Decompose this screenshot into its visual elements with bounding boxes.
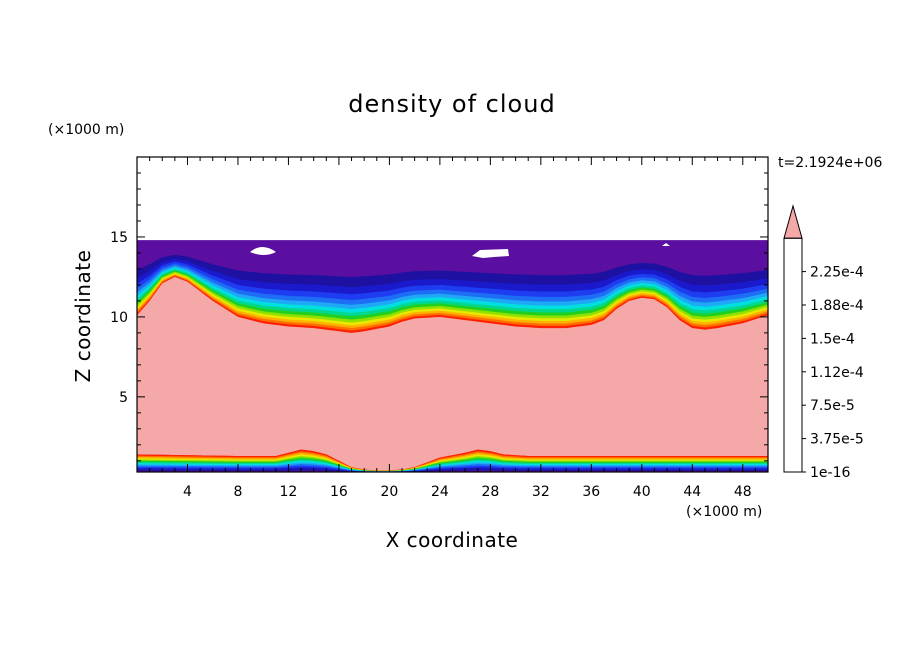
colorbar-frame xyxy=(783,237,803,473)
x-tick-labels: 4 8 12 16 20 24 28 32 36 40 44 48 xyxy=(183,484,752,500)
x-tick-label: 48 xyxy=(734,484,752,500)
x-tick-label: 24 xyxy=(431,484,449,500)
colorbar-label: 1.5e-4 xyxy=(810,331,855,347)
colorbar xyxy=(783,204,806,473)
cloud-core-region xyxy=(137,276,768,471)
x-tick-label: 12 xyxy=(280,484,298,500)
colorbar-label: 1.88e-4 xyxy=(810,298,864,314)
colorbar-labels: 2.25e-4 1.88e-4 1.5e-4 1.12e-4 7.5e-5 3.75e-5… xyxy=(810,265,864,481)
y-axis-title: Z coordinate xyxy=(71,250,95,383)
x-tick-label: 28 xyxy=(481,484,499,500)
clear-patch xyxy=(472,249,509,258)
y-tick-label: 15 xyxy=(110,230,128,246)
time-label: t=2.1924e+06 xyxy=(778,155,882,171)
clear-patch xyxy=(250,247,276,255)
colorbar-label: 3.75e-5 xyxy=(810,432,864,448)
x-tick-label: 36 xyxy=(582,484,600,500)
colorbar-label: 2.25e-4 xyxy=(810,265,864,281)
x-tick-label: 40 xyxy=(633,484,651,500)
x-axis-title: X coordinate xyxy=(386,528,519,552)
clear-air-patches xyxy=(250,243,670,258)
x-tick-label: 8 xyxy=(233,484,242,500)
colorbar-overflow-arrow xyxy=(783,204,803,239)
y-tick-label: 5 xyxy=(119,390,128,406)
clear-patch xyxy=(662,243,670,246)
x-tick-label: 16 xyxy=(330,484,348,500)
colorbar-label: 7.5e-5 xyxy=(810,398,855,414)
plot-area xyxy=(137,157,768,472)
axis-ticks xyxy=(137,157,768,472)
x-tick-label: 44 xyxy=(683,484,701,500)
x-tick-label: 4 xyxy=(183,484,192,500)
y-tick-label: 10 xyxy=(110,310,128,326)
chart-title: density of cloud xyxy=(348,90,555,118)
x-unit-label: (×1000 m) xyxy=(686,504,762,520)
x-tick-label: 32 xyxy=(532,484,550,500)
y-tick-labels: 5 10 15 xyxy=(110,230,128,406)
lower-cloud-band xyxy=(137,449,768,472)
x-tick-label: 20 xyxy=(380,484,398,500)
colorbar-label: 1.12e-4 xyxy=(810,365,864,381)
y-unit-label: (×1000 m) xyxy=(48,122,124,138)
colorbar-label: 1e-16 xyxy=(810,465,850,481)
